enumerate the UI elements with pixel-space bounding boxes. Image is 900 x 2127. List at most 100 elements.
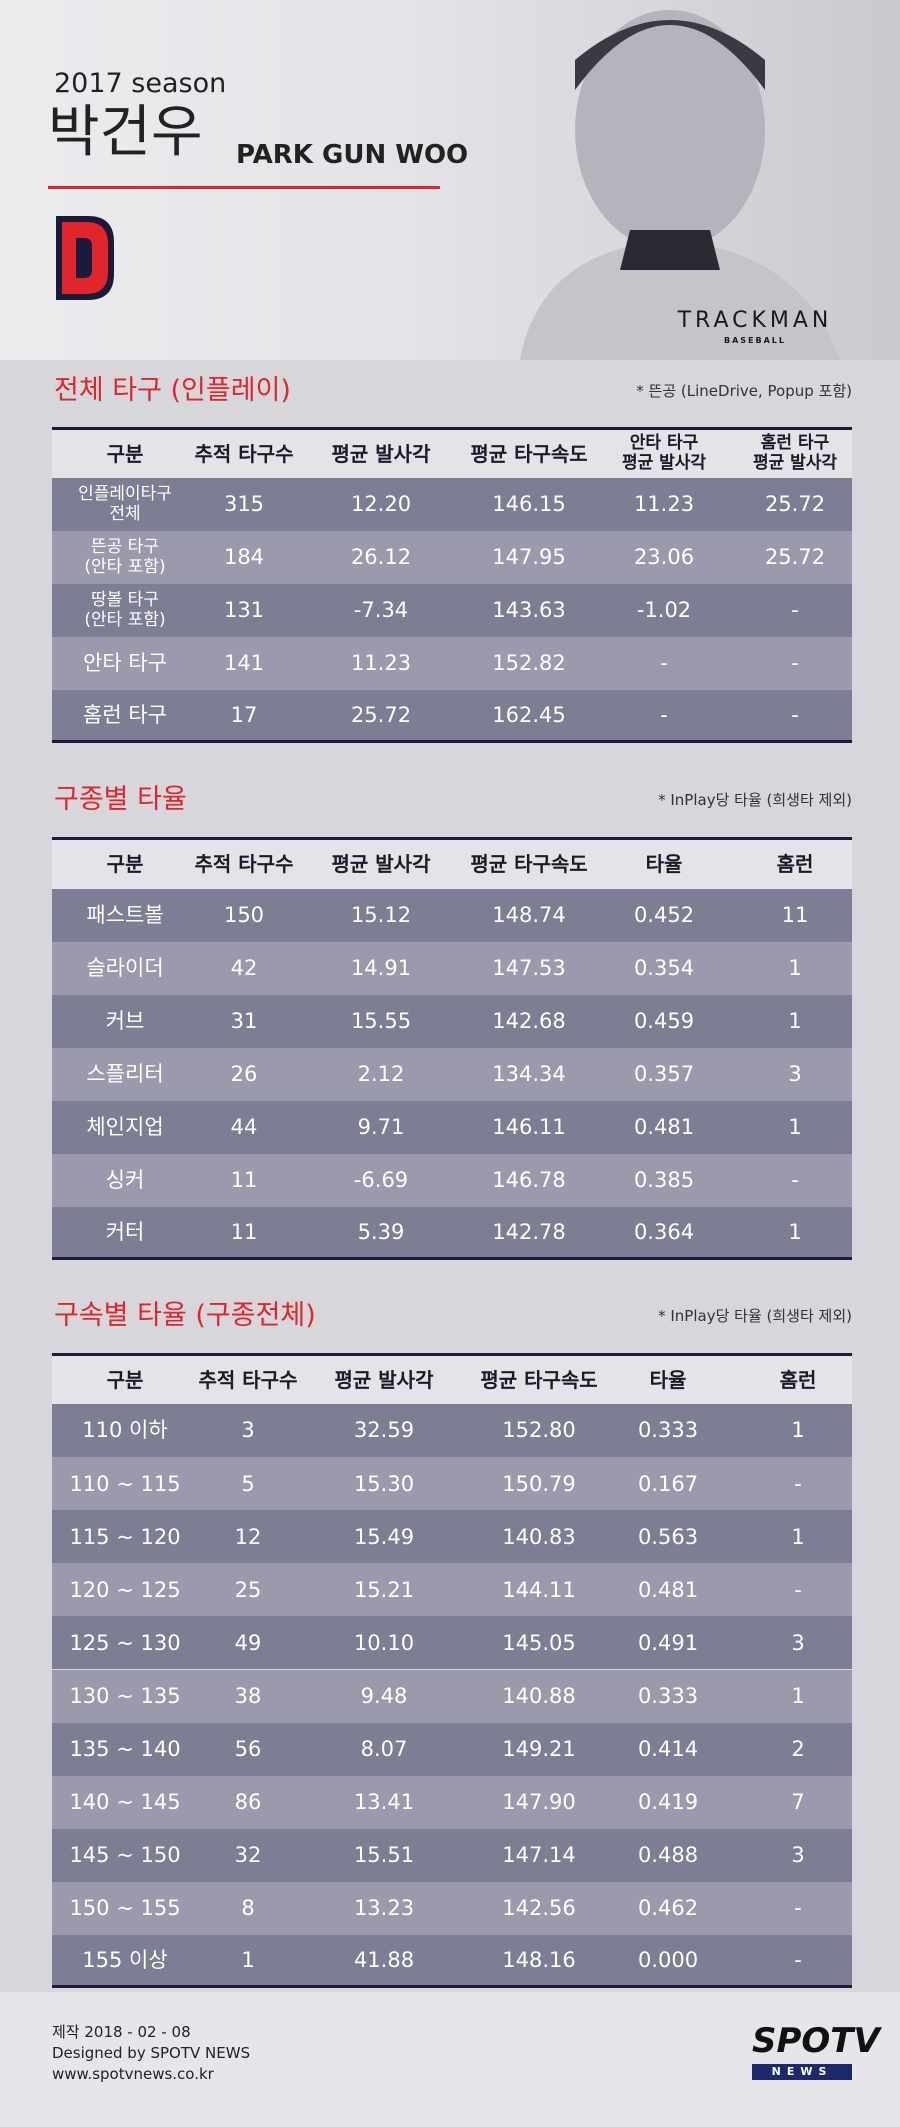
table-cell: 141 (223, 651, 265, 676)
column-header: 평균 발사각 (331, 852, 431, 876)
table-cell: 2.12 (357, 1062, 405, 1087)
table-cell: 12.20 (350, 492, 412, 517)
table-cell: 32.59 (353, 1418, 415, 1443)
row-label: 커브 (105, 1009, 145, 1034)
column-header: 추적 타구수 (194, 441, 294, 466)
table-cell: 134.34 (492, 1062, 566, 1087)
footer-background (0, 1992, 900, 2127)
table-row: 115 ~ 120 12 15.49 140.83 0.563 1 (52, 1510, 852, 1564)
table-cell: 15.12 (350, 903, 412, 928)
table-cell: 15.21 (353, 1577, 415, 1602)
table-cell: 25.72 (764, 492, 826, 517)
table-row: 패스트볼 150 15.12 148.74 0.452 11 (52, 889, 852, 942)
row-label: 스플리터 (86, 1062, 164, 1087)
section-note: * 뜬공 (LineDrive, Popup 포함) (636, 382, 852, 400)
table-cell: 3 (241, 1418, 255, 1443)
section-title: 구속별 타율 (구종전체) (54, 1300, 316, 1331)
table-row: 싱커 11 -6.69 146.78 0.385 - (52, 1154, 852, 1207)
table-cell: 144.11 (502, 1577, 576, 1602)
footer-line: Designed by SPOTV NEWS (52, 2044, 251, 2062)
table-row: 커터 11 5.39 142.78 0.364 1 (52, 1207, 852, 1260)
table-row: 슬라이더 42 14.91 147.53 0.354 1 (52, 942, 852, 995)
row-label: 115 ~ 120 (69, 1524, 181, 1549)
table-cell: 1 (788, 956, 802, 981)
table-cell: 17 (230, 702, 258, 727)
footer-logo-sub: NEWS (752, 2064, 852, 2080)
table-cell: - (794, 1577, 802, 1602)
player-silhouette (520, 10, 840, 360)
table-cell: 145.05 (502, 1630, 576, 1655)
table-row: 스플리터 26 2.12 134.34 0.357 3 (52, 1048, 852, 1101)
table-cell: 131 (223, 598, 265, 623)
row-label: 125 ~ 130 (69, 1630, 181, 1655)
table-cell: 26.12 (350, 545, 412, 570)
table-cell: 32 (234, 1843, 262, 1868)
table-cell: 152.80 (502, 1418, 576, 1443)
table-cell: 0.481 (637, 1577, 699, 1602)
table-cell: 143.63 (492, 598, 566, 623)
table-cell: 9.48 (360, 1683, 408, 1708)
table-cell: 0.452 (633, 903, 695, 928)
table-cell: 147.95 (492, 545, 566, 570)
footer-credits: 제작 2018 - 02 - 08 Designed by SPOTV NEWS w… (52, 2022, 250, 2085)
table-cell: 8.07 (360, 1737, 408, 1762)
table-cell: 0.333 (637, 1418, 699, 1443)
table-cell: 15.51 (353, 1843, 415, 1868)
table-cell: 86 (234, 1790, 262, 1815)
row-label: 커터 (105, 1219, 145, 1244)
player-name-ko: 박건우 (48, 100, 203, 165)
table-cell: 1 (788, 1115, 802, 1140)
table-cell: 13.41 (353, 1790, 415, 1815)
table-cell: - (660, 702, 668, 727)
table-cell: 146.15 (492, 492, 566, 517)
table-row: 135 ~ 140 56 8.07 149.21 0.414 2 (52, 1722, 852, 1776)
table-cell: 56 (234, 1737, 262, 1762)
table-cell: 10.10 (353, 1630, 415, 1655)
table-cell: 0.357 (633, 1062, 695, 1087)
table-row: 110 이하 3 32.59 152.80 0.333 1 (52, 1404, 852, 1458)
table-row: 120 ~ 125 25 15.21 144.11 0.481 - (52, 1563, 852, 1617)
column-header: 타율 (649, 1367, 687, 1392)
footer-line: www.spotvnews.co.kr (52, 2065, 214, 2083)
table-cell: 3 (791, 1843, 805, 1868)
table-cell: - (791, 651, 799, 676)
player-name-en: PARK GUN WOO (236, 140, 469, 170)
footer-line: 제작 2018 - 02 - 08 (52, 2023, 191, 2041)
table-cell: 0.385 (633, 1168, 695, 1193)
section-note: * InPlay당 타율 (희생타 제외) (658, 791, 852, 809)
column-header: 홈런 (779, 1367, 817, 1392)
table-cell: 0.354 (633, 956, 695, 981)
row-label: 135 ~ 140 (69, 1737, 181, 1762)
table-cell: 0.333 (637, 1683, 699, 1708)
table-cell: 5.39 (357, 1219, 405, 1244)
table-cell: 147.53 (492, 956, 566, 981)
row-label: 155 이상 (82, 1947, 168, 1972)
table-cell: - (794, 1947, 802, 1972)
table-cell: 25.72 (764, 545, 826, 570)
column-header: 추적 타구수 (198, 1367, 298, 1392)
column-header: 타율 (645, 852, 683, 876)
table-cell: -1.02 (636, 598, 692, 623)
table-cell: 23.06 (633, 545, 695, 570)
row-label: 홈런 타구 (83, 702, 167, 727)
table-cell: 147.14 (502, 1843, 576, 1868)
row-label: 110 ~ 115 (69, 1471, 181, 1496)
row-label: 140 ~ 145 (69, 1790, 181, 1815)
table-cell: 146.78 (492, 1168, 566, 1193)
table-cell: 0.167 (637, 1471, 699, 1496)
season: 2017 season (54, 68, 227, 99)
table-row: 인플레이타구 전체 315 12.20 146.15 11.23 25.72 (52, 478, 852, 531)
row-label: 패스트볼 (86, 903, 164, 928)
table-cell: 31 (230, 1009, 258, 1034)
table-cell: 152.82 (492, 651, 566, 676)
table-header: 구분 추적 타구수 평균 발사각 평균 타구속도 안타 타구 평균 발사각 홈런 타구 평… (52, 427, 852, 478)
table-cell: 150 (223, 903, 265, 928)
table-cell: 146.11 (492, 1115, 566, 1140)
table-header: 구분 추적 타구수 평균 발사각 평균 타구속도 타율 홈런 (52, 837, 852, 889)
table-cell: - (794, 1896, 802, 1921)
footer-logo: SPOTV (752, 2021, 880, 2061)
table-cell: 1 (241, 1947, 255, 1972)
table-cell: 148.16 (502, 1947, 576, 1972)
table-row: 125 ~ 130 49 10.10 145.05 0.491 3 (52, 1616, 852, 1670)
